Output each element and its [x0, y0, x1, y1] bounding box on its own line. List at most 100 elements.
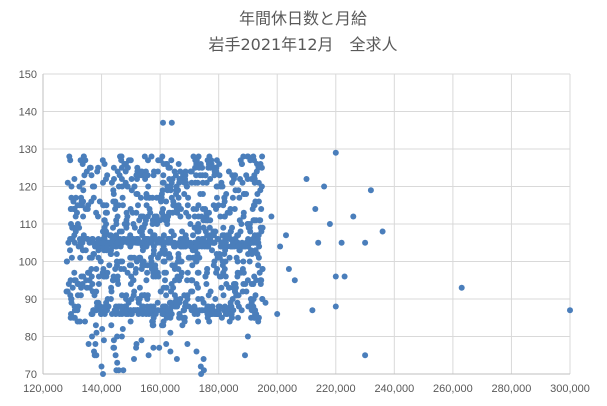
- data-point: [262, 299, 269, 306]
- data-point: [130, 277, 137, 284]
- data-point: [172, 277, 178, 284]
- data-point: [198, 371, 205, 377]
- y-tick-label: 110: [19, 219, 37, 231]
- data-point: [226, 254, 233, 261]
- data-point: [277, 243, 284, 250]
- data-point: [256, 243, 263, 250]
- data-point: [154, 299, 161, 306]
- data-point: [86, 254, 93, 261]
- data-point: [221, 194, 228, 201]
- data-point: [332, 303, 339, 310]
- data-point: [118, 228, 125, 235]
- data-point: [77, 254, 84, 261]
- data-point: [216, 161, 223, 167]
- grid-lines: [42, 73, 571, 375]
- data-point: [242, 352, 248, 359]
- data-point: [127, 157, 134, 164]
- data-point: [145, 352, 152, 359]
- data-point: [200, 217, 207, 224]
- data-point: [183, 209, 190, 216]
- data-point: [332, 273, 339, 280]
- data-point: [142, 172, 149, 179]
- data-point: [350, 213, 357, 220]
- data-point: [179, 228, 186, 235]
- data-point: [214, 194, 220, 201]
- data-point: [309, 307, 316, 314]
- data-point: [119, 258, 126, 265]
- data-point: [130, 292, 137, 299]
- data-point: [71, 269, 78, 276]
- data-point: [235, 187, 242, 194]
- data-point: [173, 356, 180, 362]
- data-point: [176, 179, 183, 186]
- data-point: [148, 153, 155, 160]
- data-point: [138, 337, 145, 344]
- data-point: [171, 262, 178, 269]
- data-point: [110, 337, 117, 344]
- data-point: [116, 172, 123, 179]
- data-point: [232, 172, 239, 179]
- data-point: [567, 307, 573, 314]
- data-point: [258, 206, 265, 212]
- data-point: [133, 191, 140, 197]
- data-point: [98, 363, 105, 370]
- data-point: [268, 213, 275, 220]
- data-point: [151, 168, 157, 175]
- data-point: [163, 284, 170, 291]
- data-point: [150, 344, 157, 351]
- data-point: [159, 179, 166, 186]
- data-point: [115, 367, 122, 374]
- data-point: [225, 168, 232, 175]
- data-point: [252, 247, 259, 254]
- data-point: [71, 206, 78, 212]
- data-point: [238, 307, 245, 314]
- data-point: [89, 333, 95, 340]
- data-point: [137, 194, 144, 201]
- data-point: [220, 269, 227, 276]
- data-point: [133, 341, 140, 347]
- data-point: [187, 221, 194, 227]
- data-point: [236, 217, 243, 224]
- data-point: [132, 269, 139, 276]
- data-point: [326, 221, 333, 227]
- data-point: [156, 344, 163, 351]
- data-point: [203, 281, 210, 287]
- data-point: [77, 243, 84, 250]
- data-point: [124, 183, 131, 190]
- data-point: [105, 239, 112, 246]
- data-point: [163, 292, 170, 299]
- data-point: [119, 202, 126, 209]
- data-point: [175, 161, 182, 167]
- data-point: [63, 288, 70, 295]
- data-point: [135, 239, 142, 246]
- data-point: [202, 273, 209, 280]
- data-point: [341, 273, 348, 280]
- data-point: [150, 273, 157, 280]
- data-point: [193, 243, 200, 250]
- data-point: [131, 183, 138, 190]
- data-point: [213, 183, 220, 190]
- data-point: [110, 224, 116, 231]
- data-point: [160, 161, 167, 167]
- data-point: [122, 168, 129, 175]
- chart-title: 年間休日数と月給: [239, 9, 367, 28]
- data-point: [160, 322, 167, 329]
- data-point: [167, 329, 174, 336]
- data-point: [160, 119, 166, 126]
- data-point: [146, 307, 153, 314]
- data-point: [95, 164, 102, 171]
- data-point: [79, 281, 86, 287]
- data-point: [119, 292, 125, 299]
- data-point: [204, 266, 211, 272]
- y-tick-label: 70: [25, 369, 37, 381]
- data-point: [184, 341, 191, 347]
- data-point: [177, 213, 184, 220]
- data-point: [220, 224, 227, 231]
- data-point: [240, 258, 247, 265]
- data-point: [190, 153, 197, 160]
- data-point: [240, 281, 247, 287]
- data-point: [149, 221, 156, 227]
- data-point: [118, 333, 125, 340]
- data-point: [155, 194, 162, 201]
- data-point: [250, 239, 257, 246]
